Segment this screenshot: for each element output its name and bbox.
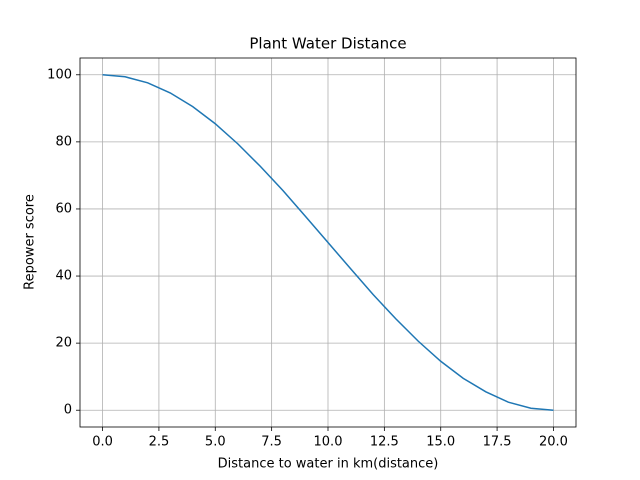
x-tick-label: 0.0 bbox=[92, 435, 113, 450]
y-tick-label: 40 bbox=[55, 269, 72, 284]
chart-title: Plant Water Distance bbox=[249, 35, 406, 53]
plot-frame bbox=[79, 57, 577, 428]
x-tick-label: 10.0 bbox=[314, 435, 343, 450]
y-tick-label: 60 bbox=[55, 201, 72, 216]
y-tick-label: 100 bbox=[47, 67, 72, 82]
x-tick-label: 20.0 bbox=[539, 435, 568, 450]
x-tick-label: 17.5 bbox=[483, 435, 512, 450]
y-tick-label: 0 bbox=[64, 403, 72, 418]
x-axis-label: Distance to water in km(distance) bbox=[218, 457, 439, 472]
x-tick-label: 12.5 bbox=[370, 435, 399, 450]
y-tick-label: 20 bbox=[55, 336, 72, 351]
x-tick-label: 7.5 bbox=[261, 435, 282, 450]
x-tick-label: 5.0 bbox=[205, 435, 226, 450]
y-axis-label: Repower score bbox=[23, 194, 38, 290]
x-tick-label: 2.5 bbox=[149, 435, 170, 450]
x-tick-label: 15.0 bbox=[426, 435, 455, 450]
y-tick-label: 80 bbox=[55, 134, 72, 149]
line bbox=[102, 74, 554, 411]
